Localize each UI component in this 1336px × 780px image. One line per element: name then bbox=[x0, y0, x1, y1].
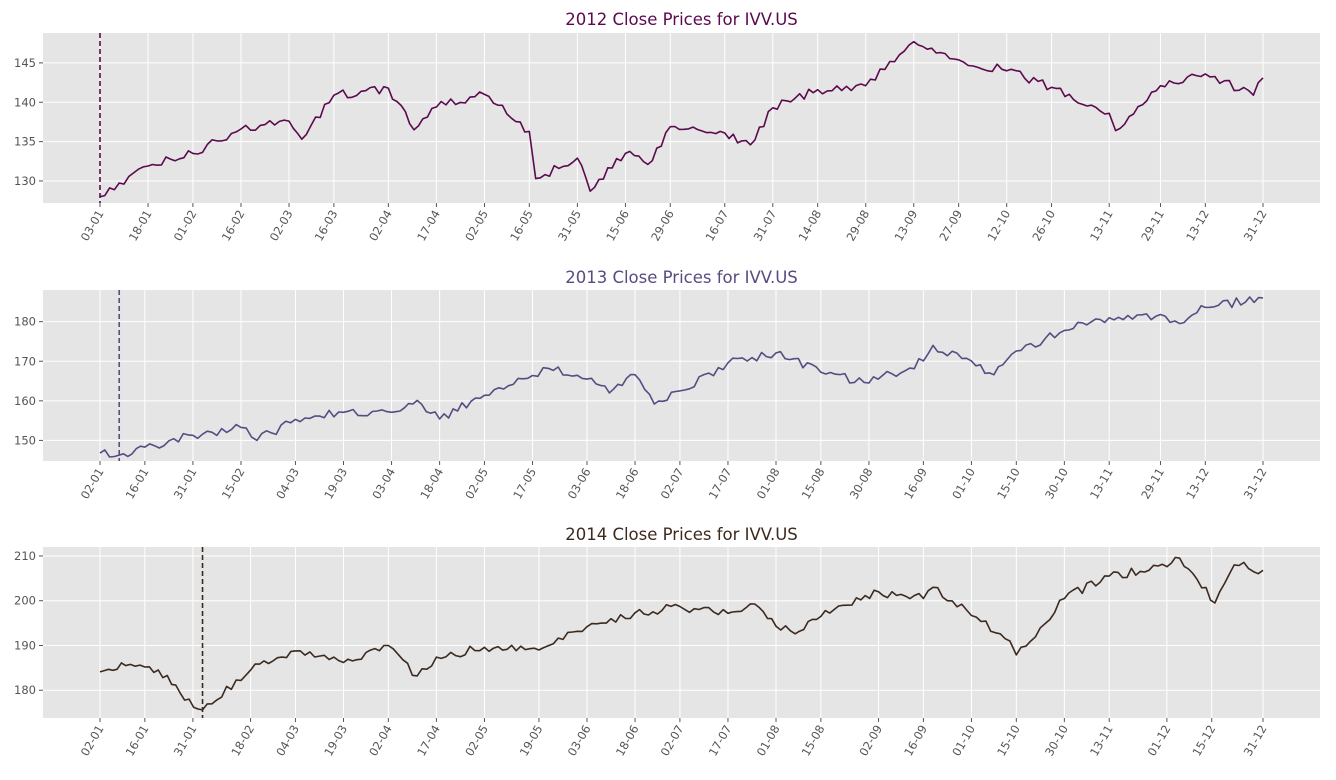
x-tick-label: 12-10 bbox=[984, 207, 1013, 243]
price-series-line bbox=[99, 296, 1264, 458]
x-tick-label: 02-07 bbox=[658, 723, 687, 759]
x-tick-label: 01-10 bbox=[949, 466, 978, 502]
x-tick-label: 27-09 bbox=[936, 208, 965, 244]
x-tick-label: 29-06 bbox=[648, 208, 677, 244]
x-tick-label: 02-05 bbox=[462, 465, 491, 501]
y-tick-label: 210 bbox=[14, 549, 36, 563]
x-tick-label: 04-03 bbox=[273, 466, 302, 502]
y-tick-label: 160 bbox=[14, 394, 36, 408]
x-tick-label: 13-12 bbox=[1183, 466, 1212, 502]
chart-title: 2012 Close Prices for IVV.US bbox=[565, 10, 798, 29]
y-tick-label: 135 bbox=[14, 135, 36, 149]
x-tick-label: 15-06 bbox=[603, 208, 632, 244]
x-tick-label: 16-01 bbox=[123, 723, 152, 759]
plot-area bbox=[43, 290, 1320, 461]
y-tick-label: 200 bbox=[14, 594, 36, 608]
x-tick-label: 16-03 bbox=[312, 208, 341, 244]
x-tick-label: 13-11 bbox=[1087, 723, 1116, 759]
x-tick-label: 31-12 bbox=[1241, 466, 1270, 502]
x-tick-label: 19-03 bbox=[321, 723, 350, 759]
x-tick-label: 01-02 bbox=[171, 208, 200, 244]
x-tick-label: 16-09 bbox=[901, 723, 930, 759]
x-tick-label: 03-06 bbox=[565, 723, 594, 759]
x-tick-label: 01-08 bbox=[754, 723, 783, 759]
x-tick-label: 02-01 bbox=[78, 723, 107, 759]
x-tick-label: 13-11 bbox=[1087, 208, 1116, 244]
x-tick-label: 30-08 bbox=[847, 466, 876, 502]
x-tick-label: 31-07 bbox=[751, 208, 780, 244]
x-tick-label: 01-10 bbox=[949, 723, 978, 759]
x-tick-label: 01-08 bbox=[754, 466, 783, 502]
x-tick-label: 16-02 bbox=[219, 208, 248, 244]
y-tick-label: 180 bbox=[14, 683, 36, 697]
chart-title: 2014 Close Prices for IVV.US bbox=[565, 525, 798, 544]
x-tick-label: 17-07 bbox=[706, 723, 735, 759]
x-tick-label: 31-12 bbox=[1241, 723, 1270, 759]
x-tick-label: 02-04 bbox=[366, 723, 395, 759]
x-tick-label: 18-06 bbox=[613, 723, 642, 759]
x-tick-label: 03-04 bbox=[369, 466, 398, 502]
y-tick-label: 145 bbox=[14, 56, 36, 70]
x-tick-label: 29-08 bbox=[843, 208, 872, 244]
x-tick-label: 18-04 bbox=[417, 466, 446, 502]
price-series-line bbox=[99, 556, 1264, 711]
x-tick-label: 16-01 bbox=[123, 466, 152, 502]
x-tick-label: 31-12 bbox=[1241, 208, 1270, 244]
x-tick-label: 13-09 bbox=[892, 208, 921, 244]
x-tick-label: 31-05 bbox=[555, 208, 584, 244]
x-tick-label: 15-10 bbox=[994, 722, 1023, 758]
x-tick-label: 15-08 bbox=[799, 723, 828, 759]
x-tick-label: 31-01 bbox=[171, 723, 200, 759]
x-tick-label: 29-11 bbox=[1138, 466, 1167, 502]
x-tick-label: 02-05 bbox=[462, 723, 491, 759]
x-tick-label: 30-10 bbox=[1042, 466, 1071, 502]
x-tick-label: 17-05 bbox=[510, 466, 539, 502]
x-tick-label: 15-02 bbox=[219, 466, 248, 502]
y-tick-label: 130 bbox=[14, 174, 36, 188]
x-tick-label: 02-01 bbox=[78, 466, 107, 502]
x-tick-label: 18-01 bbox=[126, 208, 155, 244]
x-tick-label: 17-04 bbox=[414, 723, 443, 759]
x-tick-label: 16-05 bbox=[507, 208, 536, 244]
y-tick-label: 180 bbox=[14, 315, 36, 329]
x-tick-label: 13-12 bbox=[1183, 208, 1212, 244]
x-tick-label: 02-07 bbox=[658, 466, 687, 502]
x-tick-label: 17-07 bbox=[706, 466, 735, 502]
x-tick-label: 19-03 bbox=[321, 466, 350, 502]
x-tick-label: 04-03 bbox=[273, 723, 302, 759]
x-tick-label: 18-02 bbox=[228, 723, 257, 759]
x-tick-label: 16-07 bbox=[703, 208, 732, 244]
x-tick-label: 18-06 bbox=[613, 466, 642, 502]
x-tick-label: 30-10 bbox=[1042, 723, 1071, 759]
x-tick-label: 31-01 bbox=[171, 466, 200, 502]
x-tick-label: 02-03 bbox=[267, 208, 296, 244]
x-tick-label: 03-01 bbox=[78, 208, 107, 244]
x-tick-label: 02-05 bbox=[462, 207, 491, 243]
y-tick-label: 150 bbox=[14, 433, 36, 447]
x-tick-label: 13-11 bbox=[1087, 466, 1116, 502]
x-tick-label: 02-04 bbox=[366, 208, 395, 244]
chart-panel-3: 2014 Close Prices for IVV.US 180 190 200 210… bbox=[14, 525, 1320, 758]
plot-area bbox=[43, 33, 1320, 203]
x-tick-label: 17-04 bbox=[414, 208, 443, 244]
x-tick-label: 14-08 bbox=[795, 208, 824, 244]
x-tick-label: 15-10 bbox=[994, 465, 1023, 501]
chart-panel-2: 2013 Close Prices for IVV.US 150 160 170 180… bbox=[14, 268, 1320, 501]
x-tick-label: 03-06 bbox=[565, 466, 594, 502]
x-tick-label: 02-09 bbox=[856, 723, 885, 759]
x-tick-label: 19-05 bbox=[517, 723, 546, 759]
y-tick-label: 190 bbox=[14, 638, 36, 652]
x-tick-label: 29-11 bbox=[1138, 208, 1167, 244]
y-tick-label: 170 bbox=[14, 354, 36, 368]
price-series-line bbox=[99, 40, 1264, 198]
x-tick-label: 16-09 bbox=[901, 466, 930, 502]
y-tick-label: 140 bbox=[14, 95, 36, 109]
x-tick-label: 01-12 bbox=[1145, 723, 1174, 759]
x-tick-label: 15-08 bbox=[799, 466, 828, 502]
x-tick-label: 26-10 bbox=[1029, 208, 1058, 244]
chart-title: 2013 Close Prices for IVV.US bbox=[565, 268, 798, 287]
x-tick-label: 15-12 bbox=[1190, 723, 1219, 759]
chart-panel-1: 2012 Close Prices for IVV.US 130 135 140 145… bbox=[14, 10, 1320, 243]
